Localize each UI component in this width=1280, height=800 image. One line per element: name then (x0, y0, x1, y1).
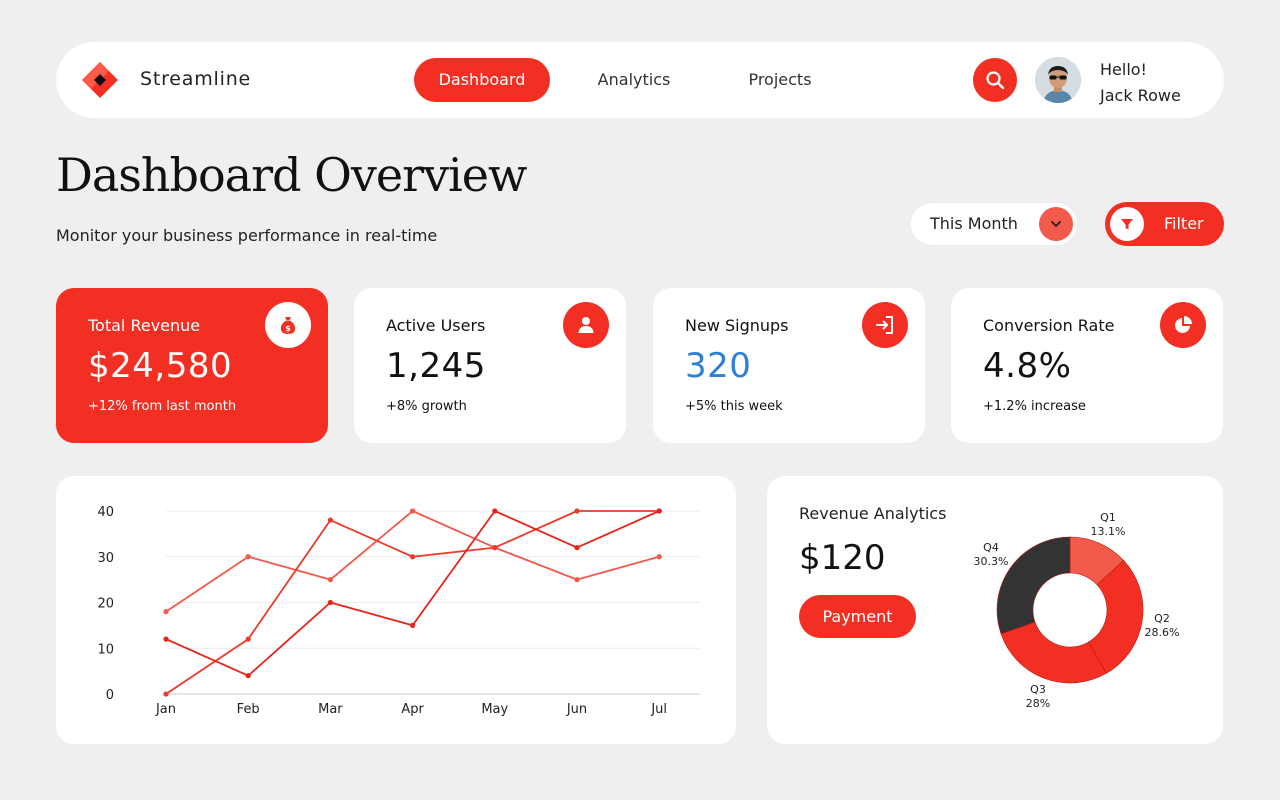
card-value: $24,580 (88, 346, 233, 386)
stat-card-active-users[interactable]: Active Users 1,245 +8% growth (354, 288, 626, 443)
stat-card-new-signups[interactable]: New Signups 320 +5% this week (653, 288, 925, 443)
card-note: +12% from last month (88, 399, 237, 414)
payment-button[interactable]: Payment (799, 595, 916, 638)
x-tick-label: Apr (401, 702, 424, 717)
data-point[interactable] (574, 508, 580, 514)
brand-name[interactable]: Streamline (140, 68, 252, 90)
x-tick-label: Jun (566, 702, 587, 717)
slice-label: Q1 (1100, 511, 1116, 524)
data-point[interactable] (163, 609, 169, 615)
card-title: Conversion Rate (983, 316, 1115, 335)
data-point[interactable] (492, 508, 498, 514)
tab-dashboard[interactable]: Dashboard (414, 58, 550, 102)
search-icon (986, 71, 1005, 90)
data-point[interactable] (410, 622, 416, 628)
funnel-icon (1110, 207, 1144, 241)
stat-card-conversion-rate[interactable]: Conversion Rate 4.8% +1.2% increase (951, 288, 1223, 443)
revenue-value: $120 (799, 538, 886, 578)
x-tick-label: Mar (318, 702, 343, 717)
x-tick-label: May (481, 702, 508, 717)
data-point[interactable] (492, 545, 498, 551)
x-tick-label: Jul (650, 702, 667, 717)
period-select-label: This Month (930, 214, 1018, 233)
slice-label: Q3 (1030, 683, 1046, 696)
user-greeting: Hello! Jack Rowe (1100, 57, 1181, 109)
card-note: +8% growth (386, 399, 467, 414)
slice-percent: 28.6% (1145, 626, 1180, 639)
greeting-text: Hello! (1100, 60, 1147, 79)
series-line-1[interactable] (165, 510, 660, 613)
data-point[interactable] (410, 554, 416, 560)
chevron-down-icon[interactable] (1039, 207, 1073, 241)
data-point[interactable] (656, 554, 662, 560)
data-point[interactable] (327, 599, 333, 606)
x-tick-label: Jan (155, 702, 176, 717)
revenue-analytics-panel: Revenue Analytics $120 Payment Q1 13.1% Q2… (767, 476, 1223, 744)
data-point[interactable] (656, 508, 662, 514)
y-tick-label: 0 (106, 688, 114, 703)
data-point[interactable] (163, 691, 169, 697)
data-point[interactable] (163, 636, 169, 642)
money-bag-icon: $ (265, 302, 311, 348)
top-navbar: Streamline Dashboard Analytics Projects … (56, 42, 1224, 118)
card-value: 320 (685, 346, 752, 386)
page-title: Dashboard Overview (56, 148, 527, 202)
user-name: Jack Rowe (1100, 86, 1181, 105)
sign-in-icon (862, 302, 908, 348)
data-point[interactable] (245, 636, 251, 642)
line-chart-panel: 0 10 20 30 40 Jan Feb Mar Apr May Jun Jul (56, 476, 736, 744)
y-tick-label: 30 (97, 551, 114, 566)
slice-percent: 13.1% (1091, 525, 1126, 538)
card-title: Total Revenue (88, 316, 201, 335)
streamline-logo-icon[interactable] (80, 60, 120, 100)
data-point[interactable] (245, 673, 251, 679)
card-note: +1.2% increase (983, 399, 1086, 414)
card-value: 4.8% (983, 346, 1072, 386)
data-point[interactable] (574, 545, 580, 551)
card-value: 1,245 (386, 346, 486, 386)
line-chart[interactable]: 0 10 20 30 40 Jan Feb Mar Apr May Jun Jul (56, 476, 736, 744)
filter-label: Filter (1164, 214, 1204, 233)
series-line-3[interactable] (165, 510, 660, 677)
y-tick-label: 10 (97, 642, 114, 657)
data-point[interactable] (574, 577, 580, 583)
pie-chart-icon (1160, 302, 1206, 348)
card-title: Active Users (386, 316, 486, 335)
slice-label: Q4 (983, 541, 999, 554)
data-point[interactable] (410, 508, 416, 514)
donut-slice-q2[interactable] (1088, 559, 1144, 674)
donut-slice-q3[interactable] (1000, 621, 1107, 684)
card-note: +5% this week (685, 399, 783, 414)
user-icon (563, 302, 609, 348)
revenue-analytics-title: Revenue Analytics (799, 504, 947, 523)
avatar[interactable] (1035, 57, 1081, 103)
y-tick-label: 40 (97, 505, 114, 520)
y-tick-label: 20 (97, 597, 114, 612)
data-point[interactable] (245, 554, 251, 560)
data-point[interactable] (327, 517, 333, 523)
data-point[interactable] (327, 577, 333, 583)
x-tick-label: Feb (237, 702, 260, 717)
card-title: New Signups (685, 316, 789, 335)
slice-percent: 28% (1026, 697, 1050, 710)
search-button[interactable] (973, 58, 1017, 102)
slice-percent: 30.3% (974, 555, 1009, 568)
slice-label: Q2 (1154, 612, 1170, 625)
donut-slice-q4[interactable] (996, 536, 1071, 635)
tab-analytics[interactable]: Analytics (597, 70, 671, 89)
page-subtitle: Monitor your business performance in rea… (56, 226, 438, 245)
stat-card-total-revenue[interactable]: Total Revenue $24,580 +12% from last mon… (56, 288, 328, 443)
filter-button[interactable]: Filter (1105, 202, 1224, 246)
period-select[interactable]: This Month (911, 203, 1077, 245)
svg-text:$: $ (285, 324, 291, 333)
tab-projects[interactable]: Projects (748, 70, 812, 89)
user-photo (1035, 57, 1081, 103)
